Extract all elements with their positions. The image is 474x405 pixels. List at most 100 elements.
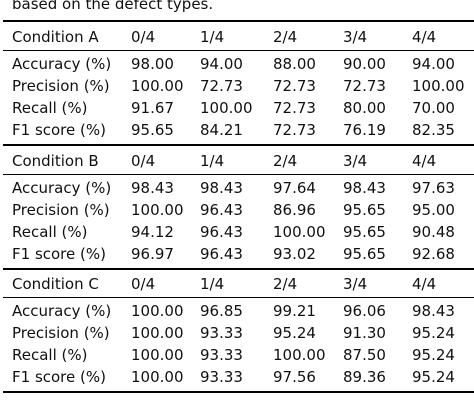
table-cell: 87.50 [343,346,386,364]
table-cell: 91.67 [131,99,174,117]
condition-c-label: Condition C [12,275,99,293]
column-header: 2/4 [273,152,298,170]
table-cell: 100.00 [412,77,465,95]
table-cell: 95.24 [412,324,455,342]
table-cell: 88.00 [273,55,316,73]
top-rule [3,20,474,22]
section-divider [3,268,474,270]
metric-label: F1 score (%) [12,368,106,386]
metric-label: Recall (%) [12,99,88,117]
table-cell: 82.35 [412,121,455,139]
table-cell: 98.43 [343,179,386,197]
metric-label: Recall (%) [12,223,88,241]
column-header: 4/4 [412,275,437,293]
bottom-rule [3,391,474,393]
table-cell: 72.73 [200,77,243,95]
metric-label: F1 score (%) [12,121,106,139]
table-cell: 100.00 [131,324,184,342]
table-cell: 100.00 [131,302,184,320]
section-rule [3,50,474,51]
table-row: Recall (%) 91.67 100.00 72.73 80.00 70.0… [0,97,474,119]
table-cell: 100.00 [131,368,184,386]
table-cell: 93.33 [200,346,243,364]
table-cell: 95.65 [131,121,174,139]
table-row: F1 score (%) 96.97 96.43 93.02 95.65 92.… [0,243,474,265]
table-cell: 91.30 [343,324,386,342]
table-row: F1 score (%) 95.65 84.21 72.73 76.19 82.… [0,119,474,141]
table-row: Recall (%) 94.12 96.43 100.00 95.65 90.4… [0,221,474,243]
condition-c-header-row: Condition C 0/4 1/4 2/4 3/4 4/4 [0,273,474,295]
condition-a-label: Condition A [12,28,99,46]
table-cell: 95.65 [343,245,386,263]
metric-label: Accuracy (%) [12,302,112,320]
metric-label: Precision (%) [12,77,110,95]
table-cell: 94.00 [412,55,455,73]
table-cell: 98.43 [412,302,455,320]
table-row: Precision (%) 100.00 96.43 86.96 95.65 9… [0,199,474,221]
table-cell: 72.73 [273,77,316,95]
table-row: Accuracy (%) 98.00 94.00 88.00 90.00 94.… [0,53,474,75]
table-cell: 92.68 [412,245,455,263]
condition-a-header-row: Condition A 0/4 1/4 2/4 3/4 4/4 [0,26,474,48]
table-cell: 95.65 [343,201,386,219]
table-cell: 93.33 [200,368,243,386]
table-cell: 100.00 [131,77,184,95]
table-row: Recall (%) 100.00 93.33 100.00 87.50 95.… [0,344,474,366]
table-cell: 72.73 [273,99,316,117]
table-cell: 100.00 [200,99,253,117]
column-header: 3/4 [343,28,368,46]
table-cell: 95.24 [412,368,455,386]
column-header: 1/4 [200,275,225,293]
table-cell: 96.43 [200,245,243,263]
table-cell: 95.24 [273,324,316,342]
table-cell: 76.19 [343,121,386,139]
table-cell: 96.85 [200,302,243,320]
table-cell: 100.00 [273,223,326,241]
table-row: Accuracy (%) 98.43 98.43 97.64 98.43 97.… [0,177,474,199]
column-header: 0/4 [131,152,156,170]
table-cell: 97.56 [273,368,316,386]
table-cell: 72.73 [343,77,386,95]
column-header: 3/4 [343,275,368,293]
section-divider [3,144,474,146]
column-header: 2/4 [273,28,298,46]
table-row: Precision (%) 100.00 93.33 95.24 91.30 9… [0,322,474,344]
condition-b-label: Condition B [12,152,99,170]
table-cell: 96.97 [131,245,174,263]
table-caption: based on the defect types. [12,0,214,13]
table-cell: 100.00 [131,201,184,219]
table-cell: 86.96 [273,201,316,219]
table-cell: 89.36 [343,368,386,386]
table-cell: 96.43 [200,223,243,241]
table-cell: 94.12 [131,223,174,241]
table-cell: 70.00 [412,99,455,117]
column-header: 0/4 [131,275,156,293]
table-cell: 93.33 [200,324,243,342]
section-rule [3,174,474,175]
table-cell: 96.43 [200,201,243,219]
metric-label: Accuracy (%) [12,179,112,197]
column-header: 4/4 [412,28,437,46]
table-cell: 97.63 [412,179,455,197]
metric-label: F1 score (%) [12,245,106,263]
condition-b-header-row: Condition B 0/4 1/4 2/4 3/4 4/4 [0,150,474,172]
table-cell: 97.64 [273,179,316,197]
table-row: Accuracy (%) 100.00 96.85 99.21 96.06 98… [0,300,474,322]
table-cell: 100.00 [131,346,184,364]
table-cell: 98.00 [131,55,174,73]
column-header: 2/4 [273,275,298,293]
metric-label: Recall (%) [12,346,88,364]
table-cell: 98.43 [200,179,243,197]
table-row: Precision (%) 100.00 72.73 72.73 72.73 1… [0,75,474,97]
metric-label: Precision (%) [12,324,110,342]
table-cell: 80.00 [343,99,386,117]
column-header: 4/4 [412,152,437,170]
section-rule [3,297,474,298]
metric-label: Accuracy (%) [12,55,112,73]
table-cell: 94.00 [200,55,243,73]
column-header: 1/4 [200,152,225,170]
table-cell: 93.02 [273,245,316,263]
column-header: 0/4 [131,28,156,46]
table-cell: 98.43 [131,179,174,197]
column-header: 1/4 [200,28,225,46]
